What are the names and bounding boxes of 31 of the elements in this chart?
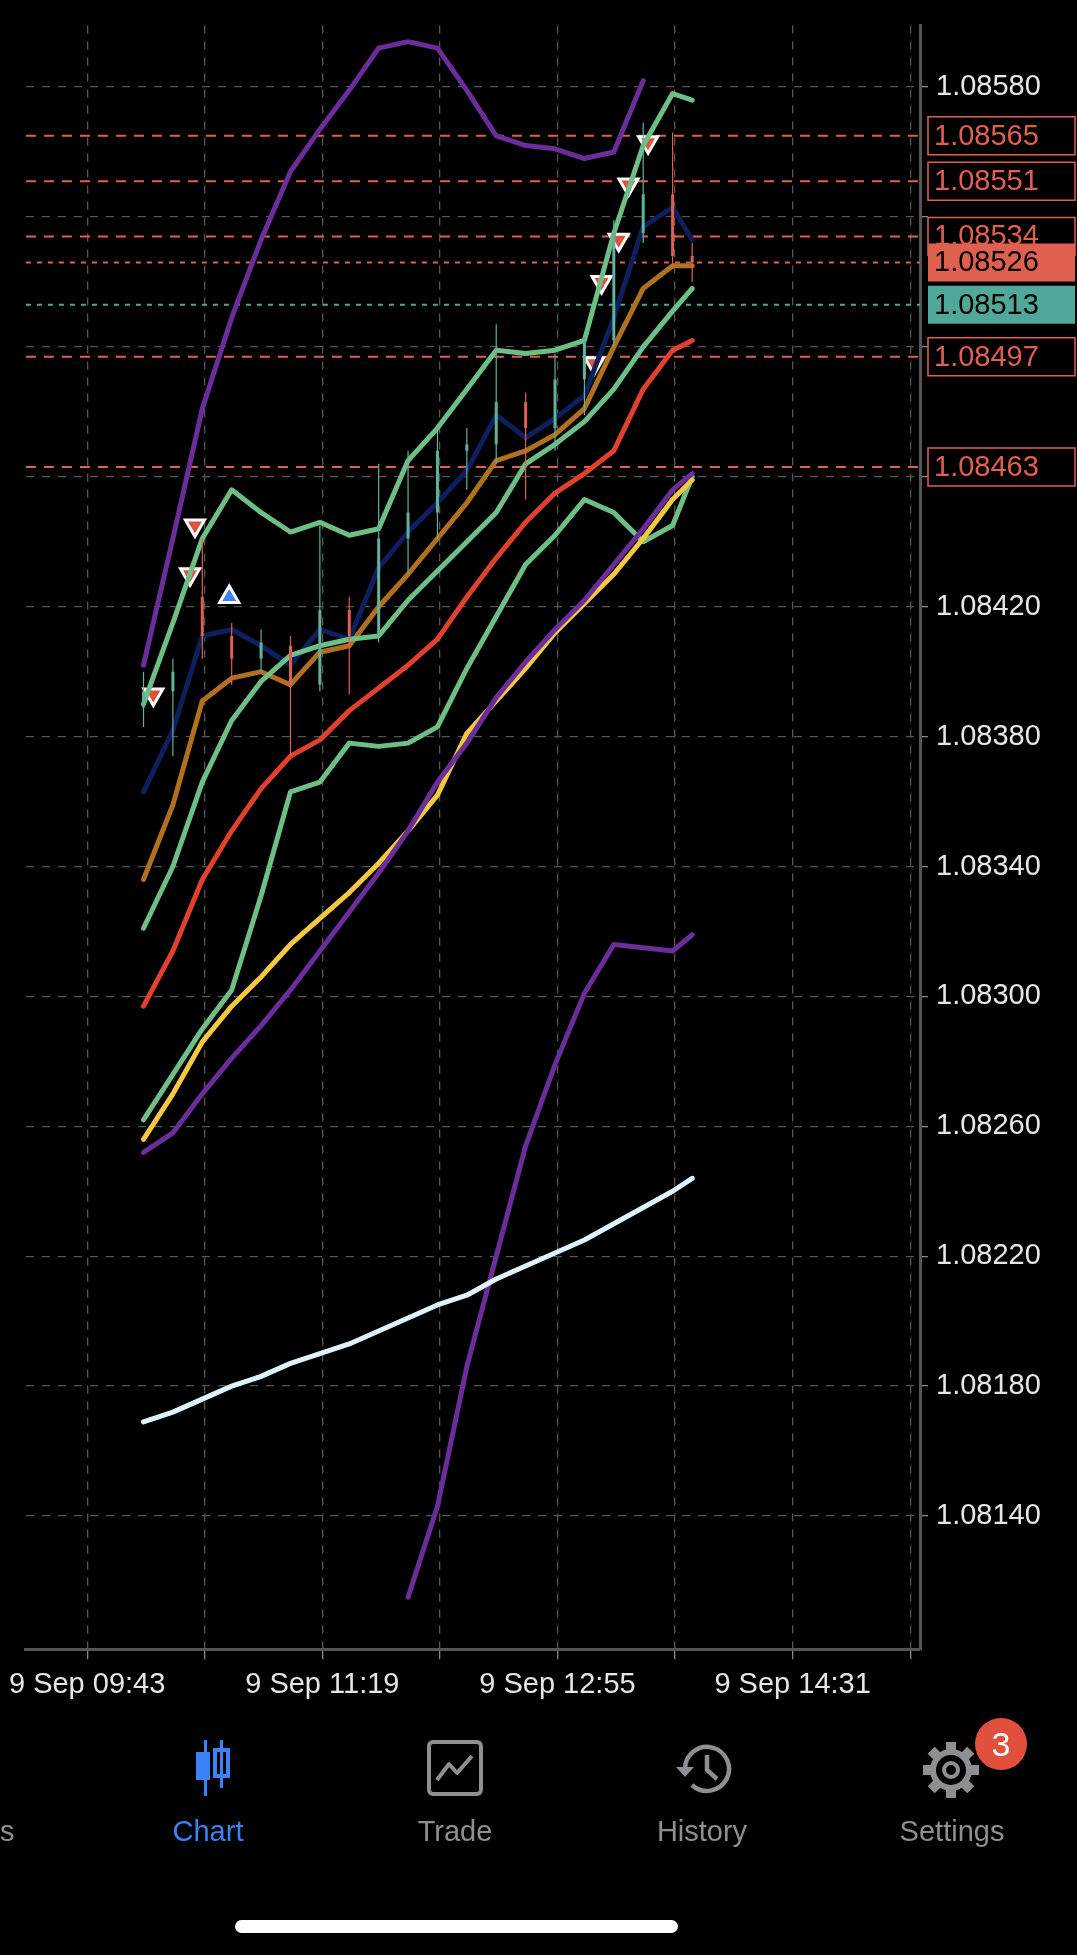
y-tick-label: 1.08580: [936, 69, 1041, 102]
ref-line-label: 1.08497: [934, 339, 1039, 372]
text: Trade: [417, 1815, 493, 1848]
x-tick-label: 9 Sep 12:55: [479, 1666, 636, 1699]
y-tick-label: 1.08300: [936, 978, 1041, 1011]
x-tick-label: 9 Sep 14:31: [714, 1666, 871, 1699]
text: Chart: [172, 1815, 244, 1848]
text: History: [656, 1815, 748, 1848]
x-tick-label: 9 Sep 09:43: [8, 1666, 166, 1699]
text: Settings: [899, 1815, 1005, 1848]
badge: 3: [975, 1718, 1027, 1770]
ref-line-label: 1.08526: [934, 245, 1039, 278]
y-tick-label: 1.08220: [936, 1238, 1041, 1271]
y-tick-label: 1.08380: [936, 718, 1041, 751]
x-tick-label: 9 Sep 11:19: [245, 1666, 400, 1699]
ref-line-label: 1.08551: [934, 164, 1039, 197]
ref-line-label: 1.08513: [934, 287, 1039, 320]
candlestick: [171, 658, 175, 757]
candlestick: [230, 622, 234, 686]
y-tick-label: 1.08340: [936, 848, 1041, 881]
candlestick: [142, 671, 145, 728]
text: s: [0, 1815, 15, 1848]
y-tick-label: 1.08180: [936, 1368, 1041, 1401]
ref-line-label: 1.08463: [934, 450, 1039, 483]
candlestick: [465, 427, 469, 491]
candlestick: [259, 628, 263, 673]
y-tick-label: 1.08420: [936, 588, 1041, 621]
ref-line-label: 1.08565: [934, 118, 1039, 151]
y-tick-label: 1.08140: [936, 1498, 1041, 1531]
candlestick: [288, 635, 292, 757]
y-tick-label: 1.08260: [936, 1108, 1041, 1141]
